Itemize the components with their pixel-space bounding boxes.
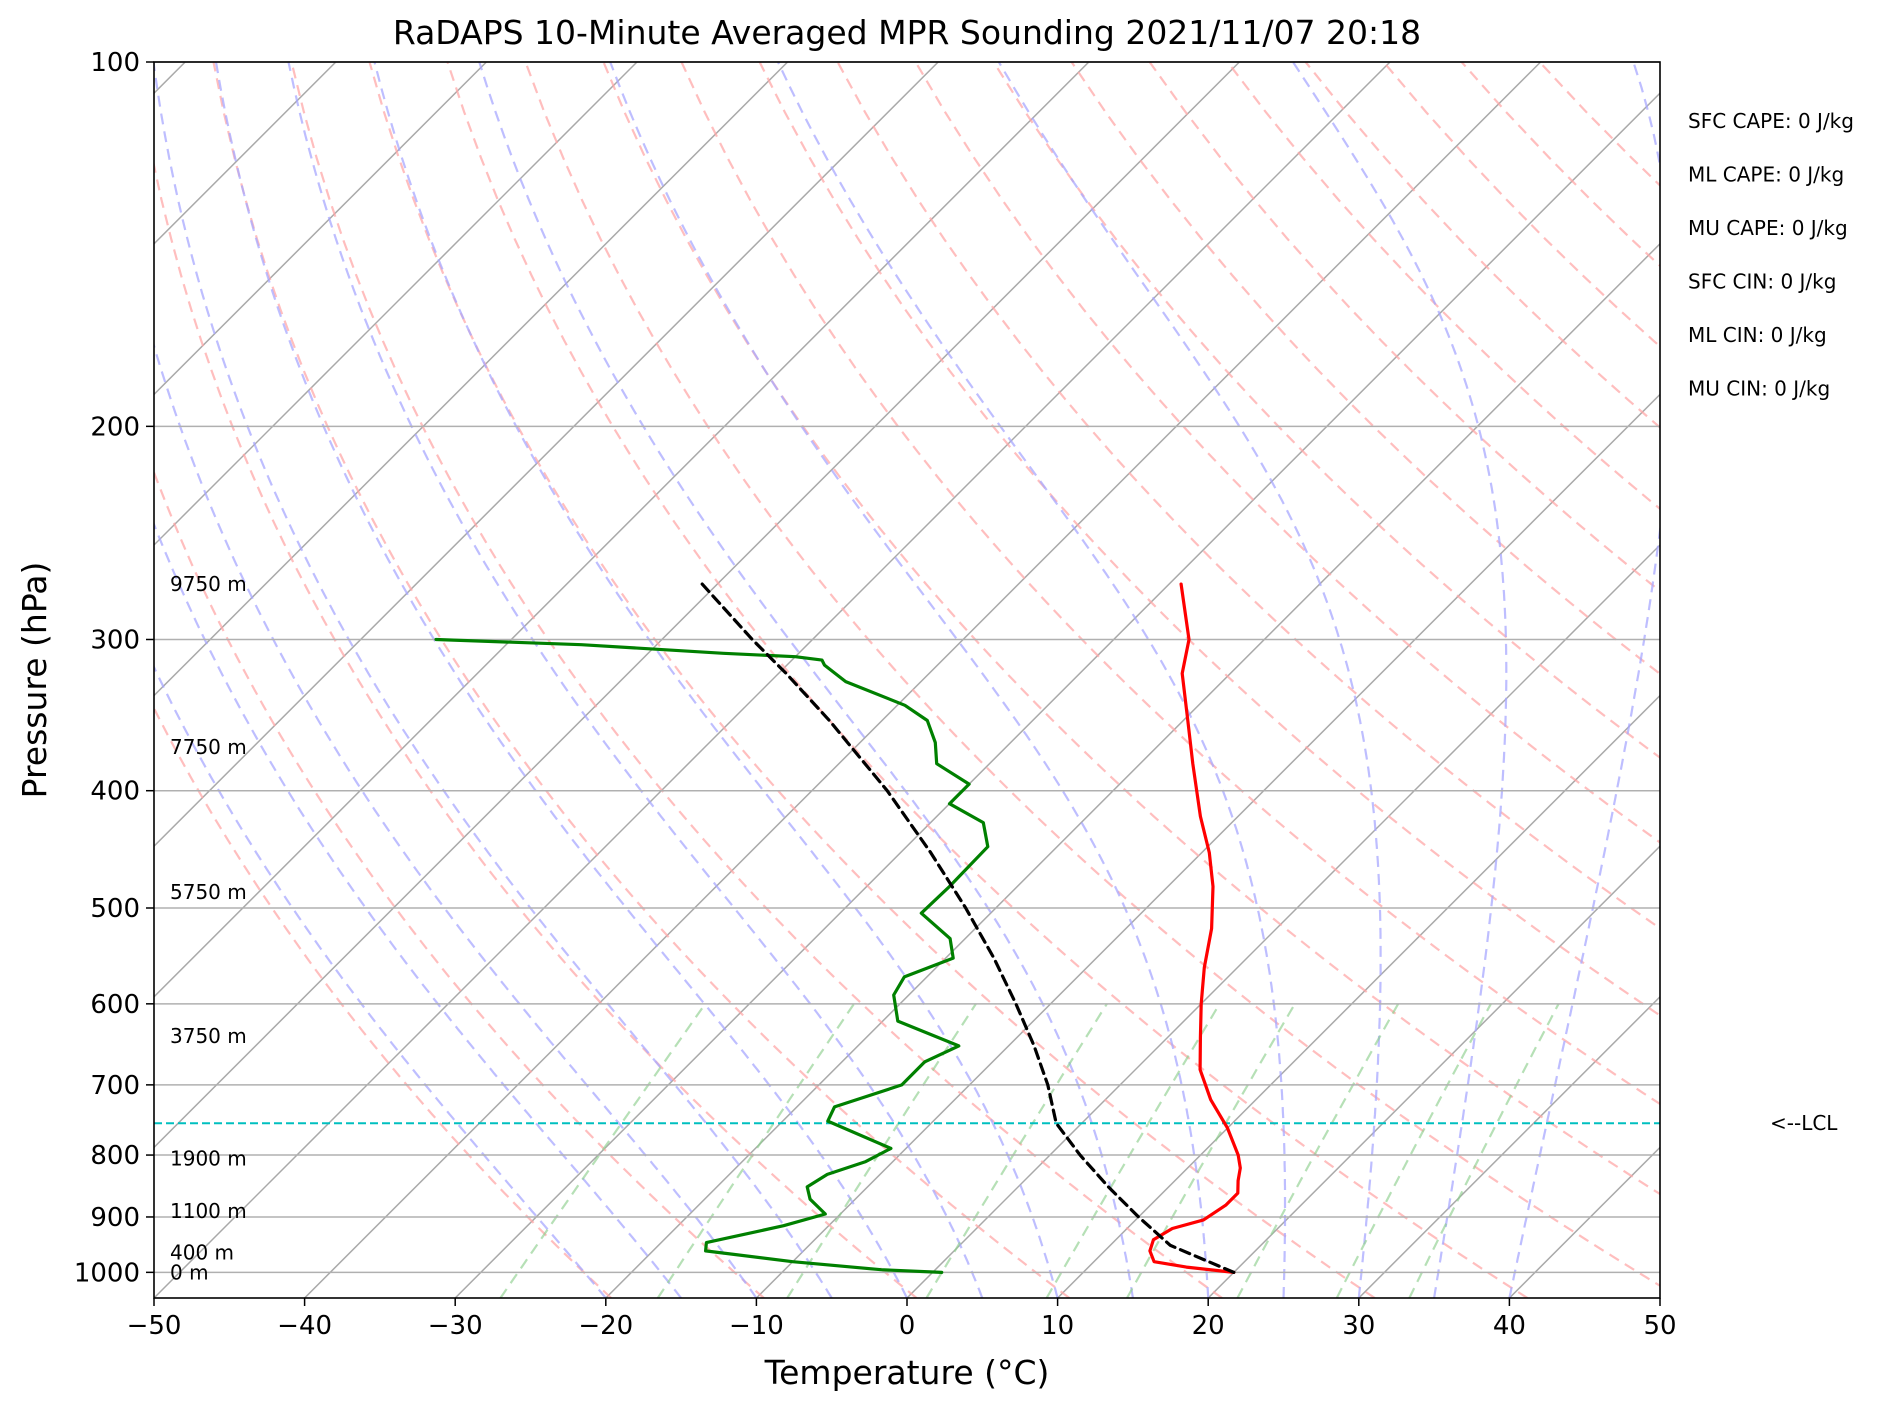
- y-tick-label: 600: [90, 990, 140, 1020]
- lcl-label: <--LCL: [1770, 1111, 1838, 1135]
- moist-adiabat-line: [609, 62, 1210, 1298]
- dry-adiabat-line: [154, 469, 765, 1298]
- mixing-ratio-line: [499, 1003, 707, 1298]
- y-tick-label: 100: [90, 48, 140, 78]
- x-tick-label: −10: [729, 1311, 784, 1341]
- x-axis-ticks: −50 −40 −30 −20 −10 0 10 20 30 40 50: [127, 1298, 1677, 1341]
- x-axis-label: Temperature (°C): [764, 1353, 1050, 1392]
- height-label: 1900 m: [170, 1146, 247, 1170]
- x-tick-label: 20: [1192, 1311, 1225, 1341]
- x-tick-label: −30: [428, 1311, 483, 1341]
- x-tick-label: 10: [1041, 1311, 1074, 1341]
- stability-index-label: MU CIN: 0 J/kg: [1688, 377, 1830, 401]
- moist-adiabat-line: [214, 62, 908, 1298]
- x-tick-label: 40: [1493, 1311, 1526, 1341]
- isotherm-line: [304, 62, 1542, 1298]
- y-tick-label: 300: [90, 625, 140, 655]
- x-tick-label: −40: [277, 1311, 332, 1341]
- height-labels: 9750 m 7750 m 5750 m 3750 m 1900 m 1100 m 400 …: [170, 572, 247, 1284]
- isotherm-line: [154, 62, 1240, 1149]
- isotherm-line: [1057, 694, 1660, 1298]
- x-tick-label: −20: [578, 1311, 633, 1341]
- mixing-ratio-line: [786, 1003, 977, 1298]
- dry-adiabat-line: [290, 62, 1223, 1298]
- mixing-ratio-line: [1126, 1003, 1296, 1298]
- lcl-marker: <--LCL: [154, 1111, 1838, 1135]
- isotherm-line: [154, 62, 1391, 1298]
- height-label: 7750 m: [170, 735, 247, 759]
- stability-index-label: ML CAPE: 0 J/kg: [1688, 163, 1844, 187]
- height-label: 3750 m: [170, 1024, 247, 1048]
- y-tick-label: 200: [90, 412, 140, 442]
- isotherm-line: [154, 62, 939, 848]
- dry-adiabat-line: [758, 62, 1660, 1017]
- stability-indices: SFC CAPE: 0 J/kg ML CAPE: 0 J/kg MU CAPE: …: [1688, 109, 1854, 401]
- height-label: 0 m: [170, 1260, 209, 1284]
- mixing-ratio-line: [1045, 1003, 1221, 1298]
- x-tick-label: −50: [127, 1311, 182, 1341]
- background-lines: [154, 62, 1660, 1298]
- stability-index-label: MU CAPE: 0 J/kg: [1688, 216, 1848, 240]
- moist-adiabat-line: [154, 521, 682, 1298]
- height-label: 5750 m: [170, 880, 247, 904]
- mixing-ratio-line: [1335, 1003, 1492, 1298]
- plot-frame: [153, 61, 1661, 1299]
- dry-adiabat-line: [1070, 62, 1660, 676]
- isotherm-line: [906, 543, 1660, 1298]
- isotherm-line: [755, 393, 1660, 1298]
- isotherm-line: [154, 62, 487, 396]
- dry-adiabat-line: [368, 62, 1376, 1298]
- parcel-profile-line: [700, 582, 1236, 1274]
- isotherm-line: [605, 242, 1660, 1298]
- height-label: 9750 m: [170, 572, 247, 596]
- moist-adiabat-line: [478, 62, 1134, 1298]
- mixing-ratio-line: [656, 1003, 855, 1298]
- isotherm-line: [154, 62, 1090, 998]
- isotherm-line: [154, 62, 638, 547]
- dry-adiabat-line: [992, 62, 1660, 759]
- isotherm-line: [154, 62, 789, 697]
- moist-adiabat-line: [287, 62, 984, 1298]
- dry-adiabat-line: [154, 160, 918, 1298]
- mixing-ratio-line: [1236, 1003, 1400, 1298]
- dry-adiabat-line: [1148, 62, 1660, 593]
- isotherm-line: [1358, 995, 1660, 1298]
- x-tick-label: 50: [1643, 1311, 1676, 1341]
- moist-adiabat-line: [997, 62, 1382, 1298]
- stability-index-label: SFC CIN: 0 J/kg: [1688, 270, 1836, 294]
- stability-index-label: ML CIN: 0 J/kg: [1688, 323, 1827, 347]
- moist-adiabat-line: [777, 62, 1287, 1298]
- moist-adiabat-line: [154, 342, 758, 1298]
- y-axis-ticks: 100 200 300 400 500 600 700 800 900 1000: [74, 48, 154, 1288]
- moist-adiabat-line: [154, 62, 833, 1298]
- height-label: 1100 m: [170, 1199, 247, 1223]
- dry-adiabat-line: [914, 62, 1660, 844]
- moist-adiabat-line: [154, 664, 607, 1298]
- x-tick-label: 30: [1342, 1311, 1375, 1341]
- x-tick-label: 0: [899, 1311, 916, 1341]
- y-tick-label: 900: [90, 1203, 140, 1233]
- dry-adiabat-line: [602, 62, 1660, 1196]
- stability-index-label: SFC CAPE: 0 J/kg: [1688, 109, 1854, 133]
- dewpoint-profile-line: [434, 637, 990, 1274]
- y-tick-label: 400: [90, 777, 140, 807]
- isotherm-line: [1207, 845, 1660, 1298]
- mixing-ratio-line: [925, 1003, 1108, 1298]
- series-layer: [434, 582, 1242, 1274]
- moist-adiabat-line: [373, 62, 1059, 1298]
- y-tick-label: 700: [90, 1071, 140, 1101]
- y-tick-label: 1000: [74, 1258, 140, 1288]
- isotherm-line: [454, 92, 1660, 1298]
- height-label: 400 m: [170, 1241, 234, 1265]
- mixing-ratio-line: [1408, 1003, 1560, 1298]
- y-tick-label: 500: [90, 894, 140, 924]
- y-tick-label: 800: [90, 1141, 140, 1171]
- y-axis-label: Pressure (hPa): [15, 562, 54, 799]
- dry-adiabat-line: [836, 62, 1660, 930]
- moist-adiabat-line: [1292, 62, 1508, 1298]
- dry-adiabat-line: [680, 62, 1660, 1106]
- chart-title: RaDAPS 10-Minute Averaged MPR Sounding 2…: [393, 13, 1421, 52]
